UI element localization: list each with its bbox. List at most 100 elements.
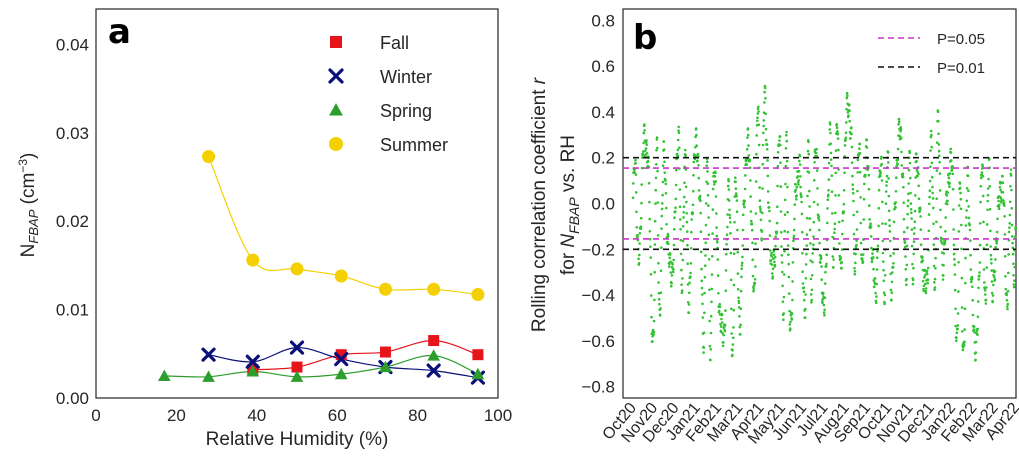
correlation-point (713, 175, 717, 178)
correlation-point (960, 306, 964, 309)
correlation-point (716, 240, 719, 244)
correlation-point (657, 298, 661, 301)
correlation-point (858, 147, 861, 150)
correlation-point (702, 331, 706, 335)
correlation-point (655, 138, 659, 141)
correlation-point (714, 180, 717, 183)
correlation-point (956, 312, 960, 315)
correlation-point (877, 188, 881, 192)
correlation-point (986, 193, 990, 197)
correlation-point (1011, 241, 1014, 245)
data-point-fall (335, 349, 347, 361)
correlation-point (952, 208, 955, 211)
correlation-point (779, 185, 783, 188)
correlation-point (989, 253, 993, 257)
correlation-point (763, 101, 766, 104)
correlation-point (719, 322, 722, 326)
correlation-point (856, 171, 859, 174)
panel-a-y-tick-label: 0.02 (56, 212, 89, 231)
correlation-point (781, 300, 785, 304)
correlation-point (955, 336, 958, 340)
correlation-point (812, 200, 816, 204)
correlation-point (849, 137, 852, 140)
correlation-point (670, 281, 673, 285)
correlation-point (653, 219, 657, 223)
correlation-point (1003, 254, 1007, 258)
correlation-point (1011, 246, 1015, 250)
correlation-point (803, 316, 807, 319)
correlation-point (776, 205, 779, 208)
correlation-point (978, 243, 982, 247)
correlation-point (678, 146, 681, 150)
correlation-point (632, 182, 635, 185)
correlation-point (762, 131, 765, 135)
correlation-point (657, 262, 660, 265)
data-point-summer (290, 262, 304, 276)
correlation-point (819, 254, 823, 258)
correlation-point (872, 256, 875, 259)
correlation-point (830, 174, 834, 177)
correlation-point (704, 254, 707, 257)
correlation-point (723, 329, 727, 333)
correlation-point (680, 291, 684, 295)
correlation-point (746, 127, 750, 130)
correlation-point (957, 230, 961, 233)
correlation-point (984, 298, 988, 302)
correlation-point (822, 291, 825, 295)
correlation-point (648, 200, 651, 204)
correlation-point (1013, 235, 1017, 239)
correlation-point (913, 226, 916, 230)
correlation-point (749, 219, 753, 223)
correlation-point (772, 257, 775, 261)
correlation-point (785, 159, 789, 163)
correlation-point (774, 235, 777, 238)
correlation-point (658, 314, 662, 317)
correlation-point (690, 230, 693, 234)
correlation-point (639, 227, 642, 230)
correlation-point (775, 230, 779, 234)
correlation-point (1008, 200, 1012, 204)
panel-a-y-tick-label: 0.00 (56, 389, 89, 408)
correlation-point (764, 138, 768, 142)
correlation-point (851, 183, 854, 186)
correlation-point (844, 131, 848, 135)
correlation-point (659, 307, 662, 310)
correlation-point (848, 119, 851, 123)
correlation-point (728, 208, 731, 212)
correlation-point (932, 206, 935, 210)
correlation-point (958, 186, 962, 190)
correlation-point (784, 164, 788, 168)
correlation-point (808, 228, 812, 232)
correlation-point (679, 228, 682, 231)
correlation-point (644, 147, 648, 150)
correlation-point (797, 183, 800, 186)
correlation-point (948, 185, 951, 188)
correlation-point (707, 216, 710, 219)
correlation-point (715, 234, 719, 238)
correlation-point (780, 245, 783, 248)
correlation-point (659, 269, 663, 273)
correlation-point (894, 206, 897, 209)
correlation-point (910, 228, 914, 231)
correlation-point (662, 148, 666, 151)
correlation-point (817, 219, 821, 222)
correlation-point (813, 161, 816, 164)
correlation-point (836, 137, 840, 140)
correlation-point (656, 234, 660, 237)
correlation-point (804, 293, 807, 296)
correlation-point (710, 287, 714, 291)
legend-marker-fall (330, 36, 342, 48)
correlation-point (1005, 299, 1009, 302)
correlation-point (865, 138, 868, 142)
correlation-point (971, 313, 975, 317)
correlation-point (758, 199, 762, 202)
correlation-point (871, 252, 874, 255)
correlation-point (994, 258, 997, 261)
correlation-point (663, 171, 666, 175)
correlation-point (641, 156, 644, 159)
correlation-point (639, 216, 643, 220)
correlation-point (745, 148, 749, 151)
correlation-point (941, 278, 945, 281)
correlation-point (681, 258, 684, 262)
